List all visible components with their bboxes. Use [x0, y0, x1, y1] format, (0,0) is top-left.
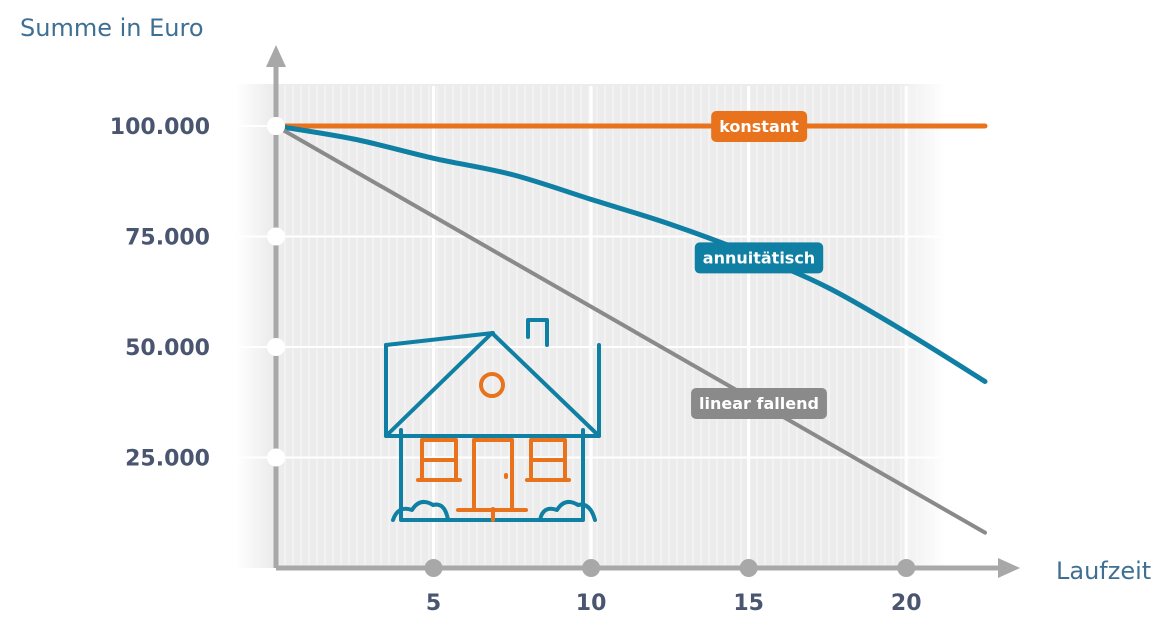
y-axis-arrow-icon	[266, 45, 286, 67]
series-label-1: annuitätisch	[694, 242, 824, 274]
series-line-1	[273, 123, 988, 384]
y-axis-title: Summe in Euro	[20, 14, 204, 42]
x-axis-title: Laufzeit	[1056, 557, 1151, 585]
series-label-0: konstant	[711, 111, 808, 142]
origin-marker	[267, 117, 285, 135]
series-label-badge	[691, 388, 827, 420]
grid-layer	[236, 45, 1020, 578]
series-label-text: konstant	[719, 117, 799, 136]
y-tick-label: 50.000	[125, 336, 210, 361]
series-label-badge	[694, 242, 824, 274]
x-tick-label: 5	[426, 591, 441, 616]
x-tick-marker	[424, 559, 443, 577]
series-label-text: annuitätisch	[703, 248, 815, 267]
series-label-2: linear fallend	[691, 388, 827, 420]
series-label-text: linear fallend	[699, 394, 819, 413]
x-axis-arrow-icon	[998, 558, 1020, 578]
y-tick-marker	[267, 448, 285, 467]
x-tick-label: 20	[891, 591, 922, 616]
y-tick-marker	[267, 227, 285, 246]
y-tick-label: 100.000	[110, 115, 210, 140]
series-layer	[273, 123, 988, 535]
x-tick-marker	[739, 559, 758, 577]
series-line-2	[274, 124, 987, 535]
y-tick-label: 25.000	[125, 447, 210, 472]
y-tick-marker	[267, 338, 285, 356]
x-tick-label: 15	[733, 591, 764, 616]
x-tick-label: 10	[576, 591, 607, 616]
series-label-badge	[711, 111, 808, 142]
y-tick-label: 75.000	[125, 226, 210, 251]
x-tick-marker	[897, 559, 916, 577]
x-tick-marker	[582, 559, 601, 577]
house-icon	[384, 318, 601, 522]
